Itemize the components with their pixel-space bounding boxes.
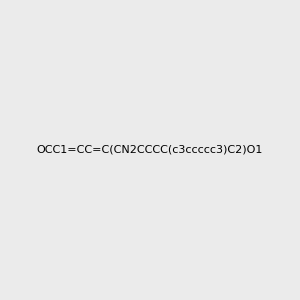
Text: OCC1=CC=C(CN2CCCC(c3ccccc3)C2)O1: OCC1=CC=C(CN2CCCC(c3ccccc3)C2)O1 <box>37 145 263 155</box>
